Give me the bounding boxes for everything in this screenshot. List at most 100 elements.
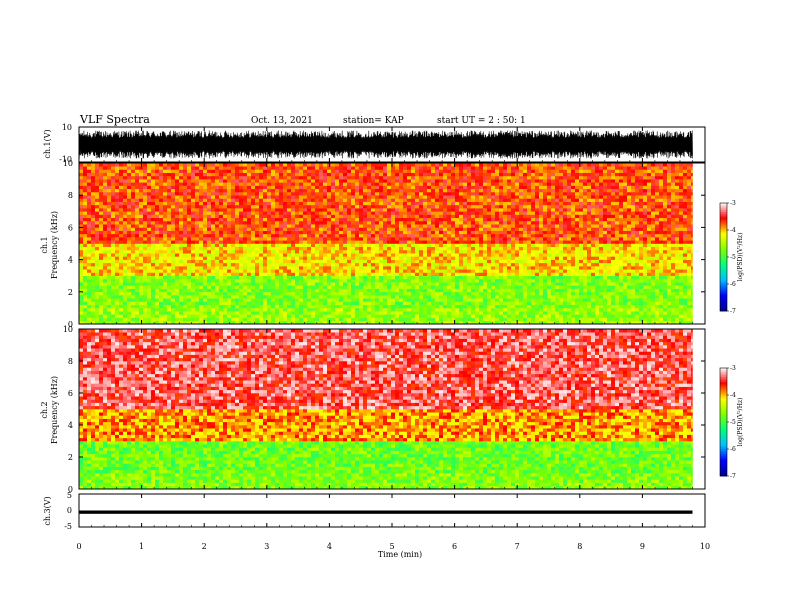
spec1-cell: [395, 175, 400, 180]
spec1-cell: [199, 224, 204, 228]
spec1-cell: [255, 182, 260, 186]
spec1-cell: [223, 166, 228, 170]
spec1-cell: [151, 262, 156, 267]
spec1-cell: [311, 301, 316, 305]
spec1-cell: [371, 307, 376, 312]
spec1-cell: [331, 291, 336, 296]
spec1-cell: [179, 227, 184, 231]
spec1-cell: [255, 262, 260, 267]
spec1-cell: [379, 301, 384, 305]
spec1-cell: [99, 217, 104, 222]
spec1-cell: [183, 301, 188, 305]
spec1-cell: [283, 246, 288, 251]
spec1-cell: [363, 249, 368, 254]
spec1-cell: [363, 237, 368, 241]
spec1-cell: [79, 291, 84, 296]
spec1-cell: [303, 224, 308, 228]
spec1-cell: [107, 175, 112, 180]
spec1-cell: [143, 240, 148, 244]
spec1-cell: [391, 188, 396, 193]
spec1-cell: [367, 217, 372, 222]
spec1-cell: [263, 246, 268, 251]
spec1-cell: [387, 285, 392, 289]
spec1-cell: [247, 182, 252, 186]
spec1-cell: [379, 163, 384, 167]
spec1-cell: [131, 237, 136, 241]
spec1-cell: [207, 307, 212, 312]
spec1-cell: [175, 311, 180, 315]
spec1-cell: [127, 217, 132, 222]
spec1-cell: [107, 278, 112, 283]
spec1-cell: [299, 320, 304, 325]
spec1-cell: [451, 172, 456, 177]
spec1-cell: [375, 211, 380, 215]
spec1-cell: [119, 195, 124, 199]
spec1-cell: [467, 182, 472, 186]
spec1-cell: [327, 175, 332, 180]
spec1-cell: [347, 256, 352, 260]
spec1-cell: [103, 307, 108, 312]
spec1-cell: [207, 233, 212, 238]
spec1-cell: [111, 175, 116, 180]
spec1-cell: [115, 262, 120, 267]
spec1-cell: [455, 233, 460, 238]
spec1-cell: [199, 179, 204, 183]
spec1-cell: [215, 269, 220, 273]
spec1-cell: [351, 243, 356, 248]
spec1-cell: [127, 230, 132, 235]
spec1-cell: [351, 320, 356, 325]
spec1-cell: [111, 220, 116, 225]
spec1-cell: [235, 240, 240, 244]
spec1-cell: [375, 262, 380, 267]
spec1-cell: [355, 188, 360, 193]
spec1-cell: [307, 307, 312, 312]
spec1-cell: [447, 246, 452, 251]
spec1-cell: [147, 204, 152, 209]
spec1-cell: [403, 262, 408, 267]
spec1-cell: [135, 169, 140, 173]
spec1-cell: [207, 320, 212, 325]
spec1-cell: [159, 211, 164, 215]
spec1-cell: [403, 246, 408, 251]
spec1-cell: [95, 253, 100, 257]
spec1-cell: [319, 314, 324, 318]
spec1-cell: [283, 237, 288, 241]
spec1-cell: [279, 172, 284, 177]
spec1-cell: [371, 217, 376, 222]
spec1-cell: [91, 301, 96, 305]
spec1-cell: [403, 220, 408, 225]
spec1-cell: [239, 266, 244, 270]
spec1-cell: [151, 307, 156, 312]
spec1-cell: [259, 240, 264, 244]
spec1-cell: [211, 188, 216, 193]
spec1-cell: [207, 172, 212, 177]
spec1-cell: [351, 307, 356, 312]
spec1-cell: [267, 201, 272, 206]
spec1-cell: [319, 204, 324, 209]
spec1-cell: [255, 175, 260, 180]
spec1-cell: [367, 301, 372, 305]
spec1-cell: [315, 269, 320, 273]
spec1-cell: [111, 243, 116, 248]
spec1-cell: [311, 169, 316, 173]
spec1-cell: [379, 282, 384, 286]
spec1-cell: [135, 220, 140, 225]
spec1-cell: [219, 317, 224, 322]
spec1-cell: [307, 201, 312, 206]
spec1-cell: [111, 214, 116, 219]
spec1-cell: [183, 269, 188, 273]
spec1-cell: [439, 179, 444, 183]
spec1-cell: [355, 214, 360, 219]
spec1-cell: [243, 272, 248, 276]
spec1-cell: [295, 307, 300, 312]
spec1-cell: [395, 198, 400, 202]
spec1-cell: [431, 307, 436, 312]
spec1-cell: [139, 195, 144, 199]
spec1-cell: [287, 175, 292, 180]
spec1-cell: [307, 282, 312, 286]
spec1-cell: [339, 269, 344, 273]
spec1-cell: [315, 288, 320, 293]
spec1-cell: [259, 224, 264, 228]
spec1-cell: [103, 172, 108, 177]
spec1-cell: [383, 198, 388, 202]
